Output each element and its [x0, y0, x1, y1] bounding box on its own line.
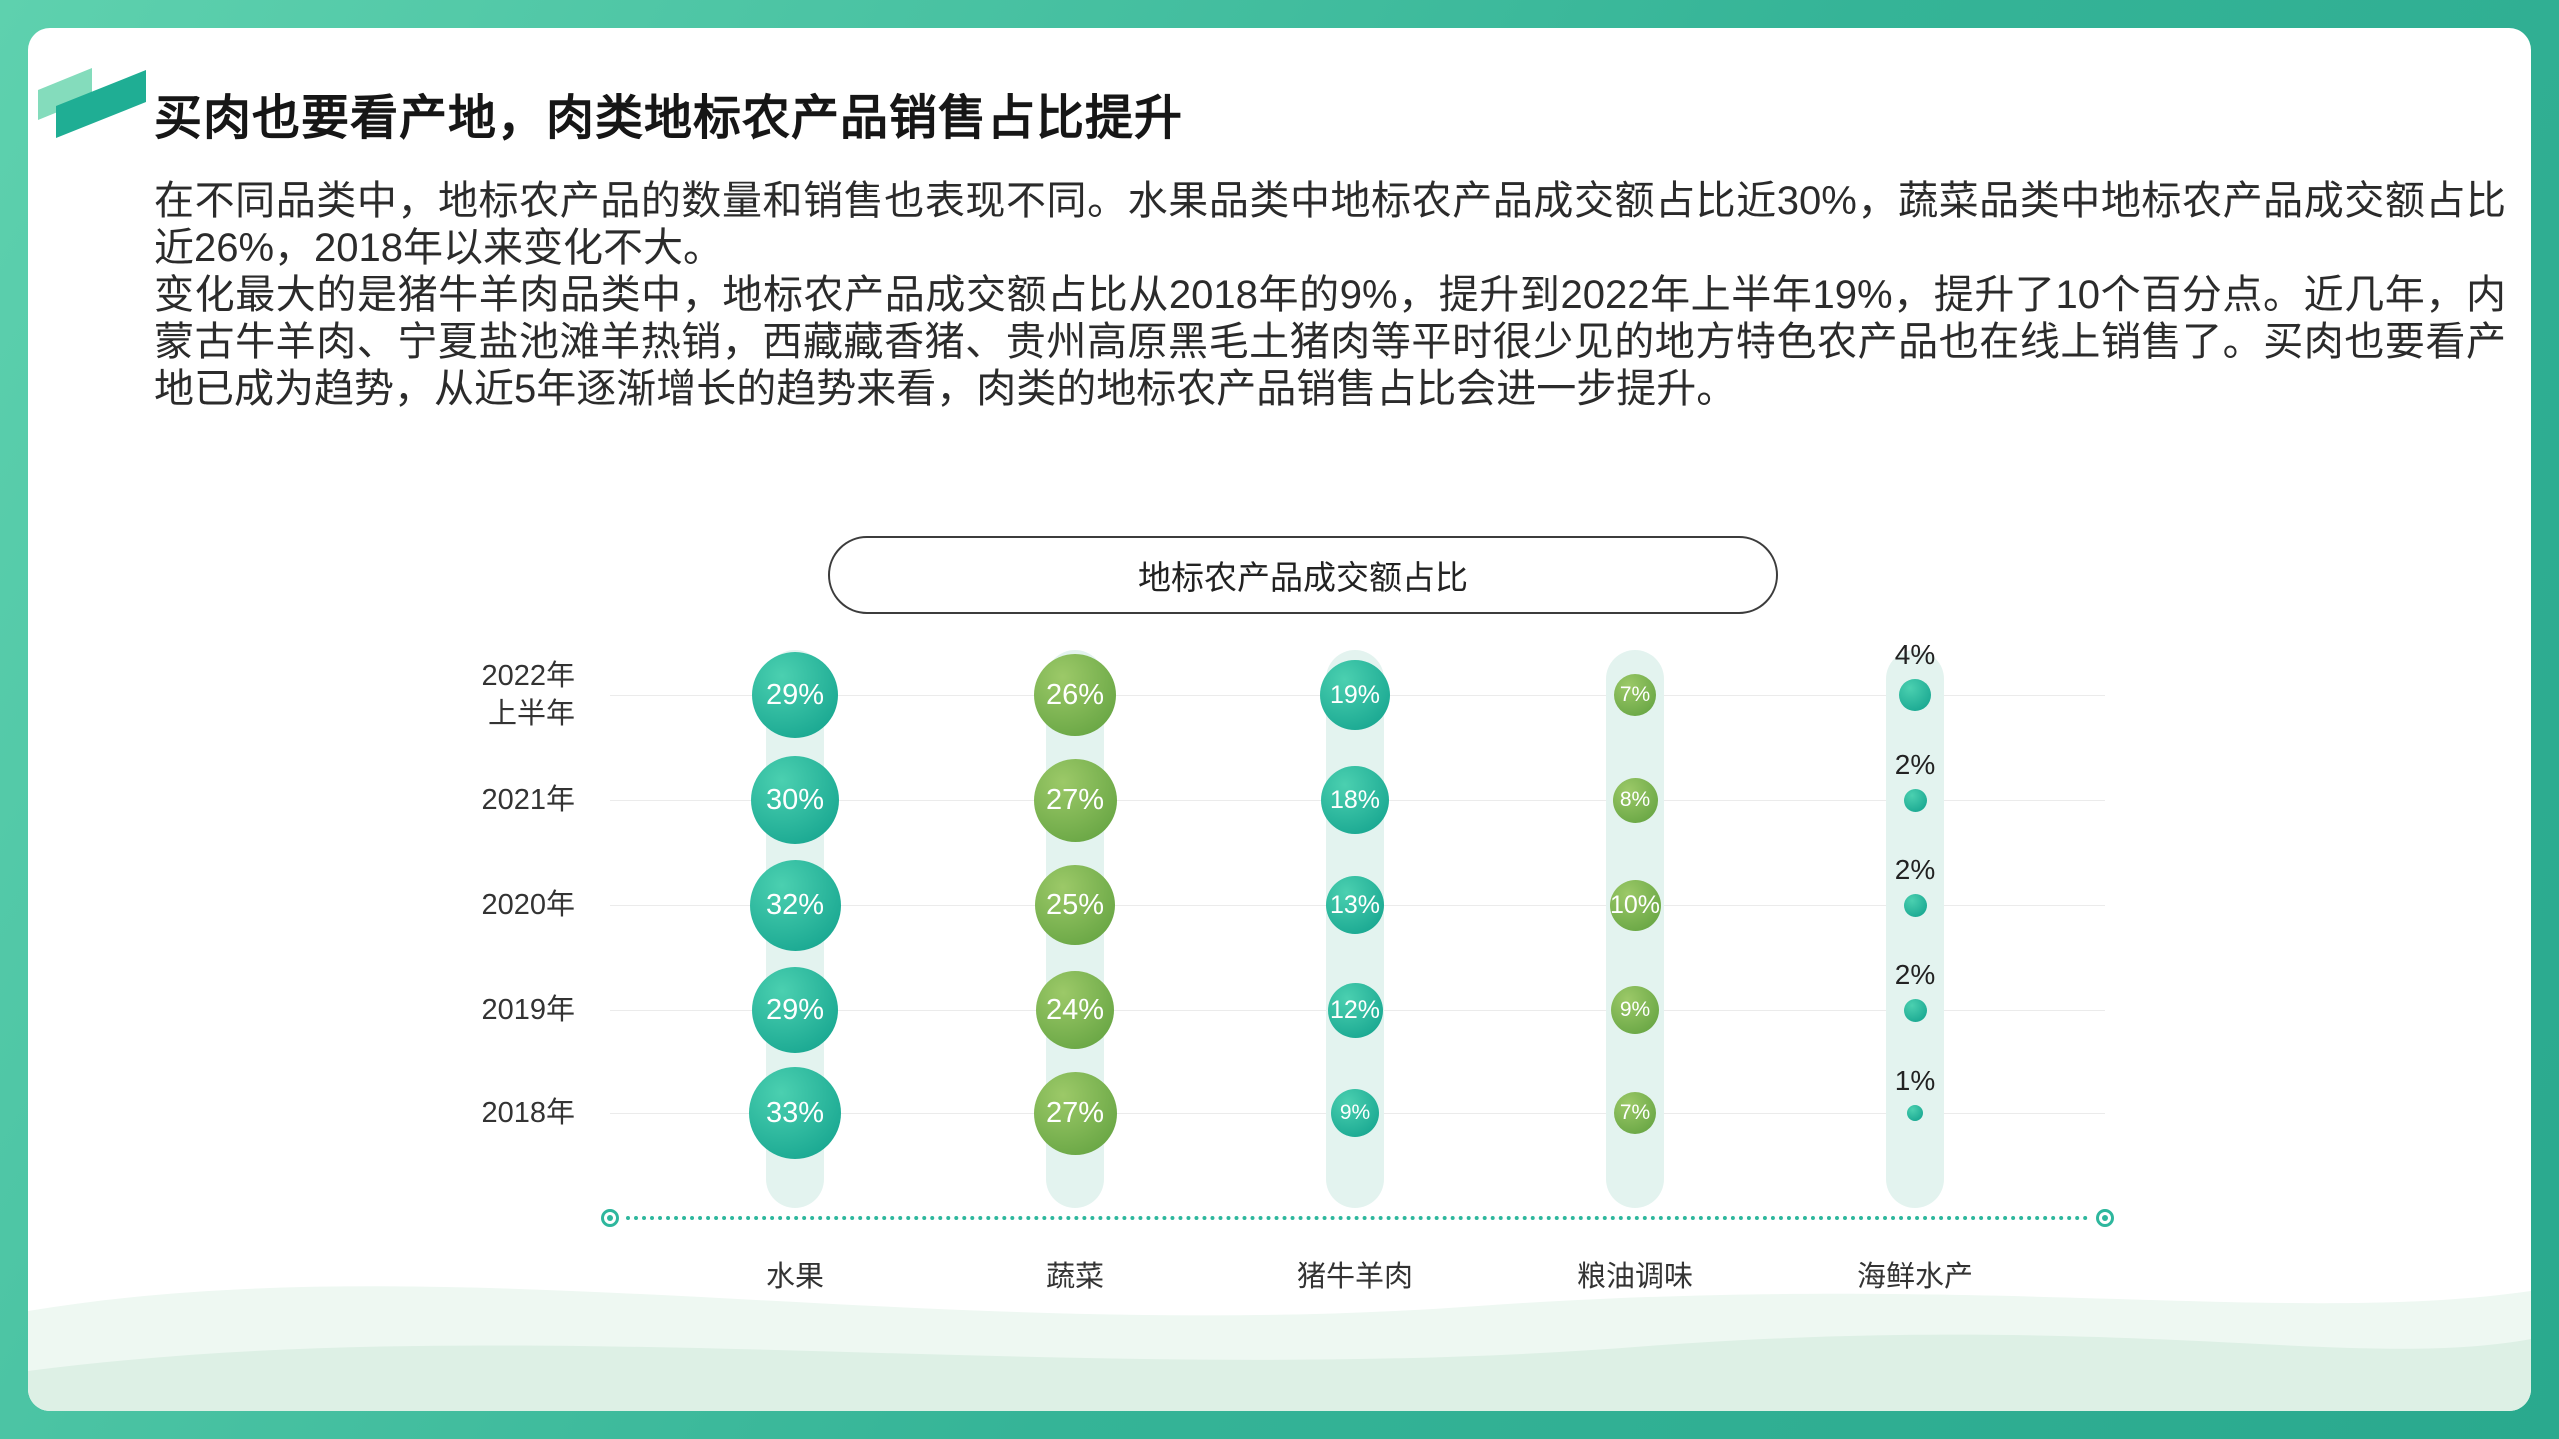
category-label: 海鲜水产	[1856, 1261, 1973, 1293]
row-label: 2021年	[481, 784, 575, 816]
bubble: 19%	[1320, 660, 1390, 730]
category-label: 粮油调味	[1576, 1261, 1693, 1293]
bubble: 9%	[1611, 986, 1659, 1034]
category-label: 猪牛羊肉	[1296, 1261, 1413, 1293]
logo-mark	[34, 52, 154, 153]
axis-end-marker	[601, 1209, 619, 1227]
bubble: 32%	[749, 859, 841, 951]
row-label: 2019年	[481, 994, 575, 1026]
bubble: 29%	[752, 652, 838, 738]
paragraph: 在不同品类中，地标农产品的数量和销售也表现不同。水果品类中地标农产品成交额占比近…	[154, 179, 2506, 270]
bubble	[1903, 998, 1927, 1022]
bubble: 13%	[1326, 876, 1384, 934]
chart-title-pill: 地标农产品成交额占比	[828, 536, 1778, 614]
slide-card: 买肉也要看产地，肉类地标农产品销售占比提升 在不同品类中，地标农产品的数量和销售…	[28, 28, 2531, 1411]
category-label: 水果	[765, 1261, 824, 1293]
bottom-waves-decoration	[28, 1286, 2531, 1411]
bubble: 26%	[1034, 654, 1116, 736]
page-title: 买肉也要看产地，肉类地标农产品销售占比提升	[154, 92, 1184, 145]
bubble-value-label: 4%	[1894, 639, 1936, 670]
bubble-value-label: 1%	[1894, 1065, 1936, 1096]
bubble: 30%	[751, 756, 839, 844]
logo-icon	[38, 68, 146, 138]
body-text: 在不同品类中，地标农产品的数量和销售也表现不同。水果品类中地标农产品成交额占比近…	[154, 178, 2506, 413]
bubble: 29%	[752, 967, 838, 1053]
bubble: 24%	[1036, 971, 1114, 1049]
axis-end-marker	[2096, 1209, 2114, 1227]
bubble: 18%	[1321, 766, 1389, 834]
bubble: 7%	[1614, 674, 1656, 716]
bubble: 8%	[1612, 777, 1658, 823]
chart-title-label: 地标农产品成交额占比	[1138, 559, 1468, 596]
bubble: 27%	[1033, 758, 1117, 842]
bubble: 27%	[1033, 1071, 1117, 1155]
bubble: 10%	[1609, 879, 1661, 931]
bubble: 33%	[749, 1067, 841, 1159]
row-label: 2018年	[481, 1097, 575, 1129]
paragraph: 变化最大的是猪牛羊肉品类中，地标农产品成交额占比从2018年的9%，提升到202…	[154, 273, 2506, 411]
bubble	[1903, 893, 1927, 917]
bubble	[1903, 788, 1927, 812]
row-label: 2020年	[481, 889, 575, 921]
category-label: 蔬菜	[1045, 1261, 1104, 1293]
bubble: 12%	[1327, 982, 1383, 1038]
bubble: 25%	[1035, 865, 1115, 945]
axis-line	[626, 1216, 2089, 1220]
bubble	[1899, 679, 1931, 711]
bubble: 9%	[1331, 1089, 1379, 1137]
row-label: 2022年 上半年	[481, 660, 575, 730]
bubble-value-label: 2%	[1894, 748, 1936, 780]
column-band	[1886, 650, 1944, 1208]
bubble	[1907, 1105, 1923, 1121]
bubble-chart: 2022年 上半年 2021年 2020年 2019年 2018年水果 蔬菜 猪牛羊肉 粮油调…	[370, 635, 2170, 1335]
bubble: 7%	[1614, 1092, 1656, 1134]
bubble-value-label: 2%	[1894, 853, 1936, 885]
bubble-value-label: 2%	[1894, 958, 1936, 990]
